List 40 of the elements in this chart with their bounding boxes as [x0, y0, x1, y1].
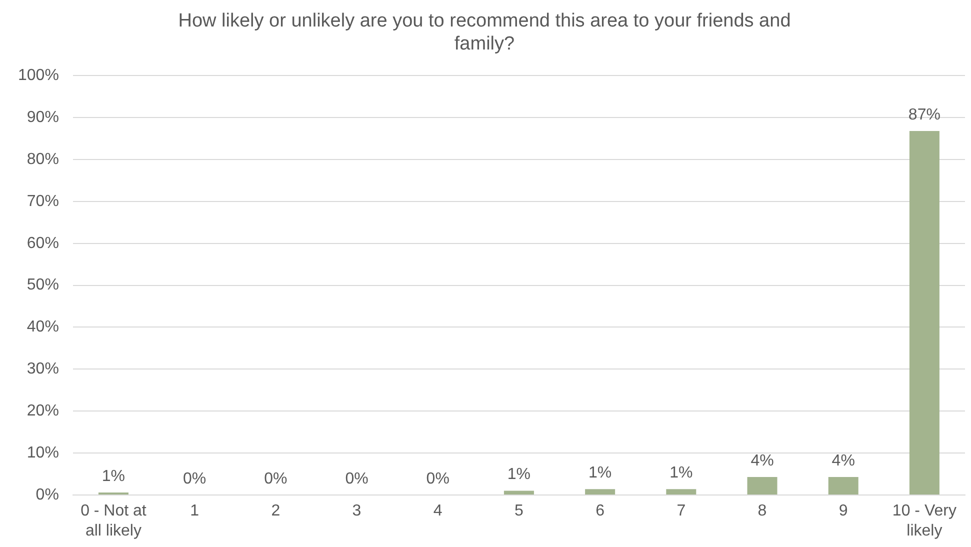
y-tick-label: 30% [26, 360, 59, 378]
y-tick-label: 100% [18, 67, 59, 84]
y-tick-label: 20% [26, 402, 59, 420]
x-tick-label: 5 [514, 502, 524, 520]
y-tick-label: 0% [36, 486, 59, 504]
bar [909, 130, 940, 494]
x-tick-label: 6 [596, 502, 605, 520]
y-tick-label: 70% [26, 192, 59, 210]
y-tick-label: 10% [26, 444, 59, 462]
data-label: 0% [426, 470, 450, 488]
data-label: 87% [908, 106, 940, 124]
data-label: 4% [750, 452, 774, 470]
data-label: 0% [183, 470, 206, 488]
bar [828, 476, 858, 494]
x-tick-label: 2 [271, 502, 280, 520]
bar [585, 489, 616, 494]
y-tick-label: 60% [26, 234, 59, 252]
data-label: 1% [102, 468, 126, 485]
x-tick-label: 10 - Very likely [892, 502, 956, 540]
bar [747, 476, 778, 494]
x-tick-label: 9 [838, 502, 848, 520]
data-label: 1% [670, 464, 693, 482]
x-tick-label: 4 [433, 502, 442, 520]
data-label: 0% [264, 470, 288, 488]
data-label: 4% [832, 452, 855, 470]
bar [504, 490, 534, 494]
data-label: 0% [345, 470, 368, 488]
y-tick-label: 50% [26, 276, 59, 294]
y-tick-label: 90% [26, 108, 59, 126]
x-tick-label: 8 [758, 502, 767, 520]
x-tick-label: 7 [676, 502, 686, 520]
x-tick-label: 3 [352, 502, 362, 520]
data-label: 1% [507, 466, 531, 484]
y-tick-label: 80% [26, 150, 59, 168]
x-tick-label: 0 - Not at all likely [80, 502, 147, 540]
data-label: 1% [588, 464, 612, 482]
chart-title: How likely or unlikely are you to recommend this area to your friends and family? [178, 10, 791, 54]
x-tick-label: 1 [190, 502, 200, 520]
y-tick-label: 40% [26, 318, 59, 336]
bar [666, 489, 696, 494]
